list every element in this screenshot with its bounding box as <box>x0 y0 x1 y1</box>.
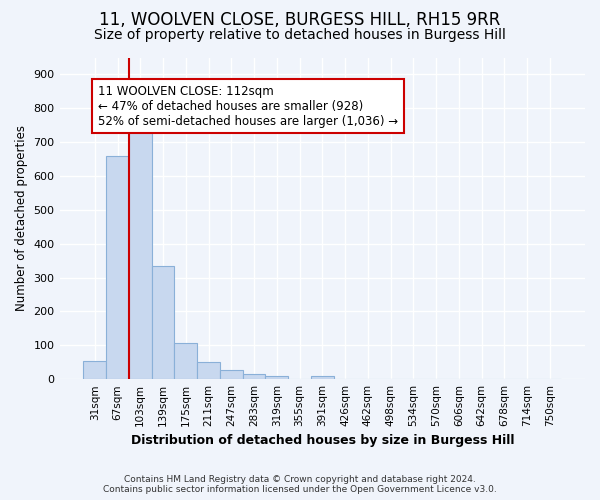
Text: Size of property relative to detached houses in Burgess Hill: Size of property relative to detached ho… <box>94 28 506 42</box>
Text: Contains HM Land Registry data © Crown copyright and database right 2024.
Contai: Contains HM Land Registry data © Crown c… <box>103 474 497 494</box>
Bar <box>220 370 242 379</box>
Bar <box>265 376 288 379</box>
Bar <box>106 156 129 379</box>
Bar <box>83 360 106 379</box>
Bar <box>175 342 197 379</box>
Bar <box>242 374 265 379</box>
Bar <box>311 376 334 379</box>
Bar <box>152 266 175 379</box>
Text: 11, WOOLVEN CLOSE, BURGESS HILL, RH15 9RR: 11, WOOLVEN CLOSE, BURGESS HILL, RH15 9R… <box>100 11 500 29</box>
Bar <box>129 125 152 379</box>
Text: 11 WOOLVEN CLOSE: 112sqm
← 47% of detached houses are smaller (928)
52% of semi-: 11 WOOLVEN CLOSE: 112sqm ← 47% of detach… <box>98 84 398 128</box>
Bar <box>197 362 220 379</box>
Y-axis label: Number of detached properties: Number of detached properties <box>15 126 28 312</box>
X-axis label: Distribution of detached houses by size in Burgess Hill: Distribution of detached houses by size … <box>131 434 514 448</box>
